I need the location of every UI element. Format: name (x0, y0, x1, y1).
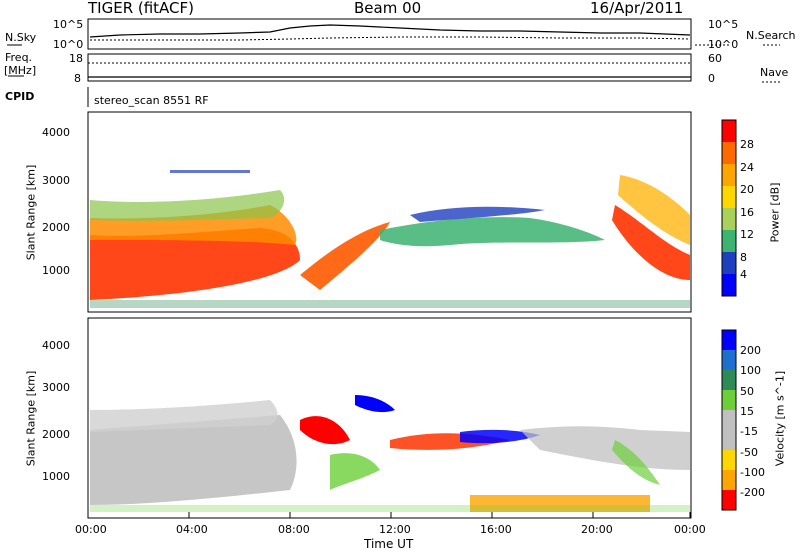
power-region-upper (90, 190, 285, 221)
power-cb-tick: 4 (740, 268, 747, 281)
power-cb-tick: 12 (740, 228, 754, 241)
noise-panel-frame (87, 18, 692, 50)
velocity-region-upper (90, 400, 278, 432)
velocity-cb-tick: 100 (740, 364, 761, 377)
x-tick: 16:00 (480, 523, 512, 536)
power-cb-seg (722, 208, 736, 230)
velocity-region-low (90, 415, 297, 505)
power-cb-frame (721, 119, 737, 297)
velocity-ytick: 4000 (42, 339, 70, 352)
velocity-cb-seg (722, 390, 736, 410)
freq-label: Freq. (5, 51, 33, 64)
power-region-right-upper (618, 175, 690, 245)
power-ytick: 2000 (42, 221, 70, 234)
power-cb-tick: 20 (740, 183, 754, 196)
x-tick: 20:00 (581, 523, 613, 536)
beam-label: Beam 00 (354, 0, 422, 17)
velocity-region-green (330, 453, 380, 490)
velocity-cb-tick: 50 (740, 385, 754, 398)
velocity-cb-tick: -100 (740, 466, 765, 479)
radar-title: TIGER (fitACF) (88, 0, 195, 17)
velocity-region-right-green (612, 440, 660, 485)
velocity-cb-seg (722, 470, 736, 490)
velocity-cb-seg (722, 350, 736, 370)
power-region-arc (300, 222, 390, 290)
velocity-region-red (300, 416, 350, 445)
noise-sky-line (89, 24, 691, 38)
freq-ybottom: 8 (74, 72, 81, 85)
velocity-colorbar (721, 329, 737, 511)
velocity-cb-seg (722, 370, 736, 390)
freq-panel (8, 53, 780, 107)
power-region-center-top (410, 206, 545, 222)
nsearch-label: N.Search (746, 29, 796, 42)
velocity-panel (87, 317, 692, 519)
cpid-value: stereo_scan 8551 RF (94, 94, 209, 107)
date-label: 16/Apr/2011 (590, 0, 684, 17)
x-tick: 12:00 (379, 523, 411, 536)
velocity-region-blue (355, 395, 395, 413)
velocity-region-right (520, 426, 690, 470)
velocity-ytick: 1000 (42, 470, 70, 483)
power-ytick: 4000 (42, 126, 70, 139)
power-ytick: 3000 (42, 174, 70, 187)
velocity-region-ground-orange (470, 495, 650, 512)
x-tick: 04:00 (176, 523, 208, 536)
x-axis-label: Time UT (364, 537, 414, 551)
velocity-ytick: 3000 (42, 381, 70, 394)
x-tick: 00:00 (75, 523, 107, 536)
power-cb-seg (722, 230, 736, 252)
power-cb-tick: 24 (740, 161, 754, 174)
power-region-center (380, 217, 605, 247)
power-panel (87, 111, 692, 313)
velocity-ground-band (90, 505, 690, 512)
power-cb-seg (722, 164, 736, 186)
power-scatter-top (170, 170, 250, 173)
noise-panel (7, 18, 780, 50)
freq-unit-label: [MHz] (4, 64, 37, 77)
nsky-ybottom: 10^0 (53, 38, 84, 51)
nave-ytop: 60 (708, 52, 722, 65)
velocity-region-center-blue (460, 429, 540, 444)
power-colorbar (721, 119, 737, 297)
power-cb-seg (722, 120, 736, 142)
velocity-cb-frame (721, 329, 737, 511)
velocity-cb-tick: 200 (740, 344, 761, 357)
x-tick: 00:00 (674, 523, 706, 536)
power-cb-tick: 28 (740, 138, 754, 151)
power-cb-seg (722, 142, 736, 164)
power-cb-tick: 8 (740, 251, 747, 264)
velocity-cb-seg (722, 330, 736, 350)
power-region-right (612, 205, 690, 280)
power-cb-seg (722, 252, 736, 274)
cpid-label: CPID (5, 90, 35, 103)
velocity-cb-seg (722, 410, 736, 450)
nsky-label: N.Sky (5, 31, 37, 44)
freq-ytop: 18 (69, 52, 83, 65)
x-tick: 08:00 (278, 523, 310, 536)
velocity-cb-tick: -200 (740, 486, 765, 499)
velocity-cb-tick: 15 (740, 405, 754, 418)
power-region-low-range (90, 228, 300, 300)
freq-panel-frame (87, 53, 692, 82)
nsky-ytop: 10^5 (53, 18, 84, 31)
noise-search-line (90, 36, 691, 41)
velocity-cb-tick: -50 (740, 446, 758, 459)
power-ytick: 1000 (42, 264, 70, 277)
power-cb-tick: 16 (740, 206, 754, 219)
power-ground-band (90, 300, 690, 308)
power-cb-seg (722, 186, 736, 208)
nave-label: Nave (760, 66, 789, 79)
velocity-cb-seg (722, 490, 736, 510)
nsearch-ytop: 10^5 (708, 18, 739, 31)
velocity-ytick: 2000 (42, 428, 70, 441)
nave-ybottom: 0 (708, 72, 715, 85)
velocity-cb-tick: -15 (740, 425, 758, 438)
power-cb-seg (722, 274, 736, 296)
velocity-cb-seg (722, 450, 736, 470)
x-axis (87, 512, 691, 518)
